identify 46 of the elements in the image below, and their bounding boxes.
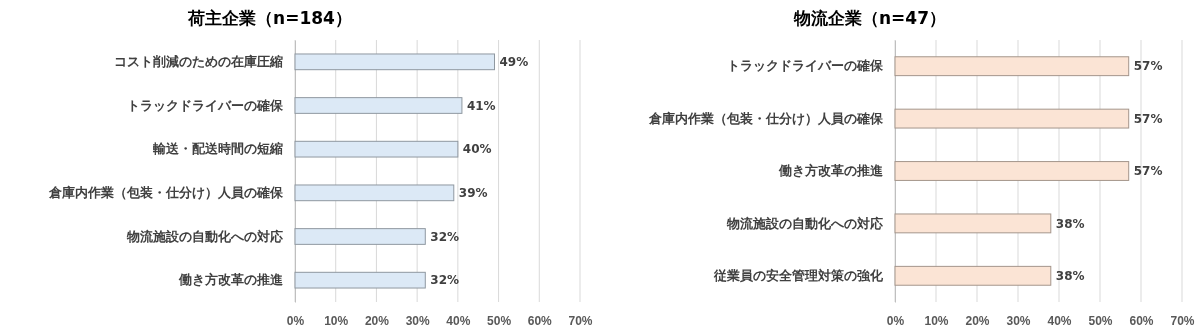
- x-tick-label: 40%: [1047, 313, 1072, 328]
- x-tick-label: 30%: [405, 313, 430, 328]
- x-tick-label: 20%: [965, 313, 990, 328]
- chart-title: 物流企業（n=47）: [792, 8, 947, 28]
- y-tick-label: 従業員の安全管理対策の強化: [713, 267, 884, 283]
- x-tick-label: 70%: [1170, 313, 1195, 328]
- y-tick-label: 輸送・配送時間の短縮: [152, 141, 283, 157]
- y-tick-label: トラックドライバーの確保: [727, 58, 884, 74]
- data-label: 57%: [1133, 59, 1163, 74]
- y-tick-label: 働き方改革の推進: [178, 272, 284, 288]
- bar: [294, 53, 495, 71]
- data-label: 38%: [1055, 269, 1085, 283]
- x-tick-label: 10%: [924, 313, 949, 328]
- bar: [294, 140, 459, 158]
- bar: [294, 271, 426, 289]
- data-label: 38%: [1055, 216, 1085, 231]
- bar: [294, 97, 463, 114]
- x-tick-label: 60%: [1129, 313, 1154, 328]
- data-label: 40%: [462, 142, 492, 157]
- y-tick-label: 倉庫内作業（包装・仕分け）人員の確保: [48, 184, 284, 200]
- x-tick-label: 10%: [324, 313, 349, 328]
- data-label: 39%: [458, 186, 488, 201]
- x-tick-label: 70%: [568, 313, 593, 328]
- data-label: 41%: [466, 98, 496, 113]
- x-tick-label: 50%: [487, 313, 512, 328]
- y-tick-label: コスト削減のための在庫圧縮: [114, 53, 283, 69]
- x-tick-label: 0%: [886, 313, 905, 328]
- data-label: 32%: [430, 273, 460, 288]
- x-tick-label: 0%: [286, 313, 305, 328]
- bar: [294, 184, 455, 202]
- y-tick-label: 物流施設の自動化への対応: [726, 215, 883, 231]
- bar: [294, 228, 426, 245]
- x-tick-label: 30%: [1006, 313, 1031, 328]
- data-label: 49%: [499, 55, 529, 70]
- data-label: 32%: [430, 229, 460, 244]
- y-tick-label: 働き方改革の推進: [778, 163, 884, 179]
- y-tick-label: 物流施設の自動化への対応: [126, 228, 283, 244]
- x-tick-label: 40%: [446, 313, 471, 328]
- y-tick-label: 倉庫内作業（包装・仕分け）人員の確保: [648, 110, 884, 126]
- data-label: 57%: [1133, 111, 1163, 126]
- chart-title: 荷主企業（n=184）: [187, 8, 352, 28]
- x-tick-label: 60%: [527, 313, 553, 328]
- x-tick-label: 50%: [1088, 313, 1113, 328]
- y-tick-label: トラックドライバーの確保: [127, 97, 284, 113]
- data-label: 57%: [1133, 164, 1163, 179]
- x-tick-label: 20%: [364, 313, 390, 328]
